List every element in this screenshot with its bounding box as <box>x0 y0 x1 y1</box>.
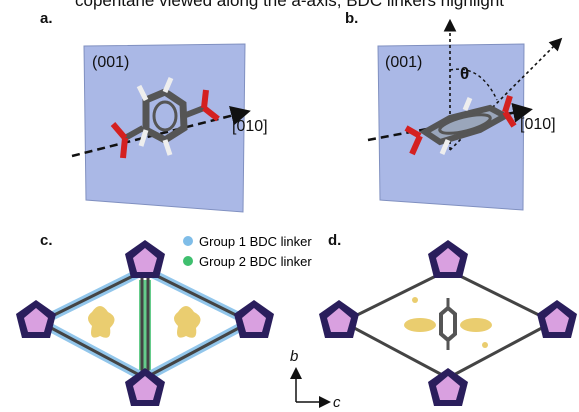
panel-b-plane-label: (001) <box>385 54 423 71</box>
legend-dot-group1 <box>183 236 193 246</box>
panel-d-metal-clusters <box>319 240 577 406</box>
panel-b <box>367 18 563 211</box>
panel-b-bdc-molecule <box>404 95 517 156</box>
legend-dot-group2 <box>183 256 193 266</box>
panel-a-plane-label: (001) <box>92 54 130 71</box>
axis-triad-vertical-label: b <box>290 348 299 365</box>
panel-b-label: b. <box>345 10 359 27</box>
legend-label-group2: Group 2 BDC linker <box>199 254 312 269</box>
panel-a-bdc-molecule <box>110 77 220 159</box>
panel-d-central-bdc <box>439 298 457 350</box>
panel-d-label: d. <box>328 232 342 249</box>
panel-c-density-lobes <box>88 306 201 338</box>
panel-c-metal-clusters <box>16 240 274 406</box>
panel-c-framework <box>39 268 251 380</box>
axis-triad-horizontal-label: c <box>333 394 341 411</box>
panel-c: Group 1 BDC linker Group 2 BDC linker <box>16 234 312 406</box>
panel-b-angle-label: θ <box>460 64 470 83</box>
legend-label-group1: Group 1 BDC linker <box>199 234 312 249</box>
panel-b-axis-label: [010] <box>520 116 556 133</box>
panel-d-density-lobes <box>404 297 492 348</box>
panel-a <box>71 43 251 213</box>
panel-c-label: c. <box>40 232 53 249</box>
panel-a-plane <box>83 43 246 213</box>
axis-triad <box>290 367 331 408</box>
panel-a-label: a. <box>40 10 53 27</box>
panel-d <box>319 240 577 406</box>
panel-a-axis-label: [010] <box>232 118 268 135</box>
figure-caption-fragment: copentane viewed along the a-axis, BDC l… <box>74 0 505 10</box>
panel-d-framework <box>342 268 554 380</box>
